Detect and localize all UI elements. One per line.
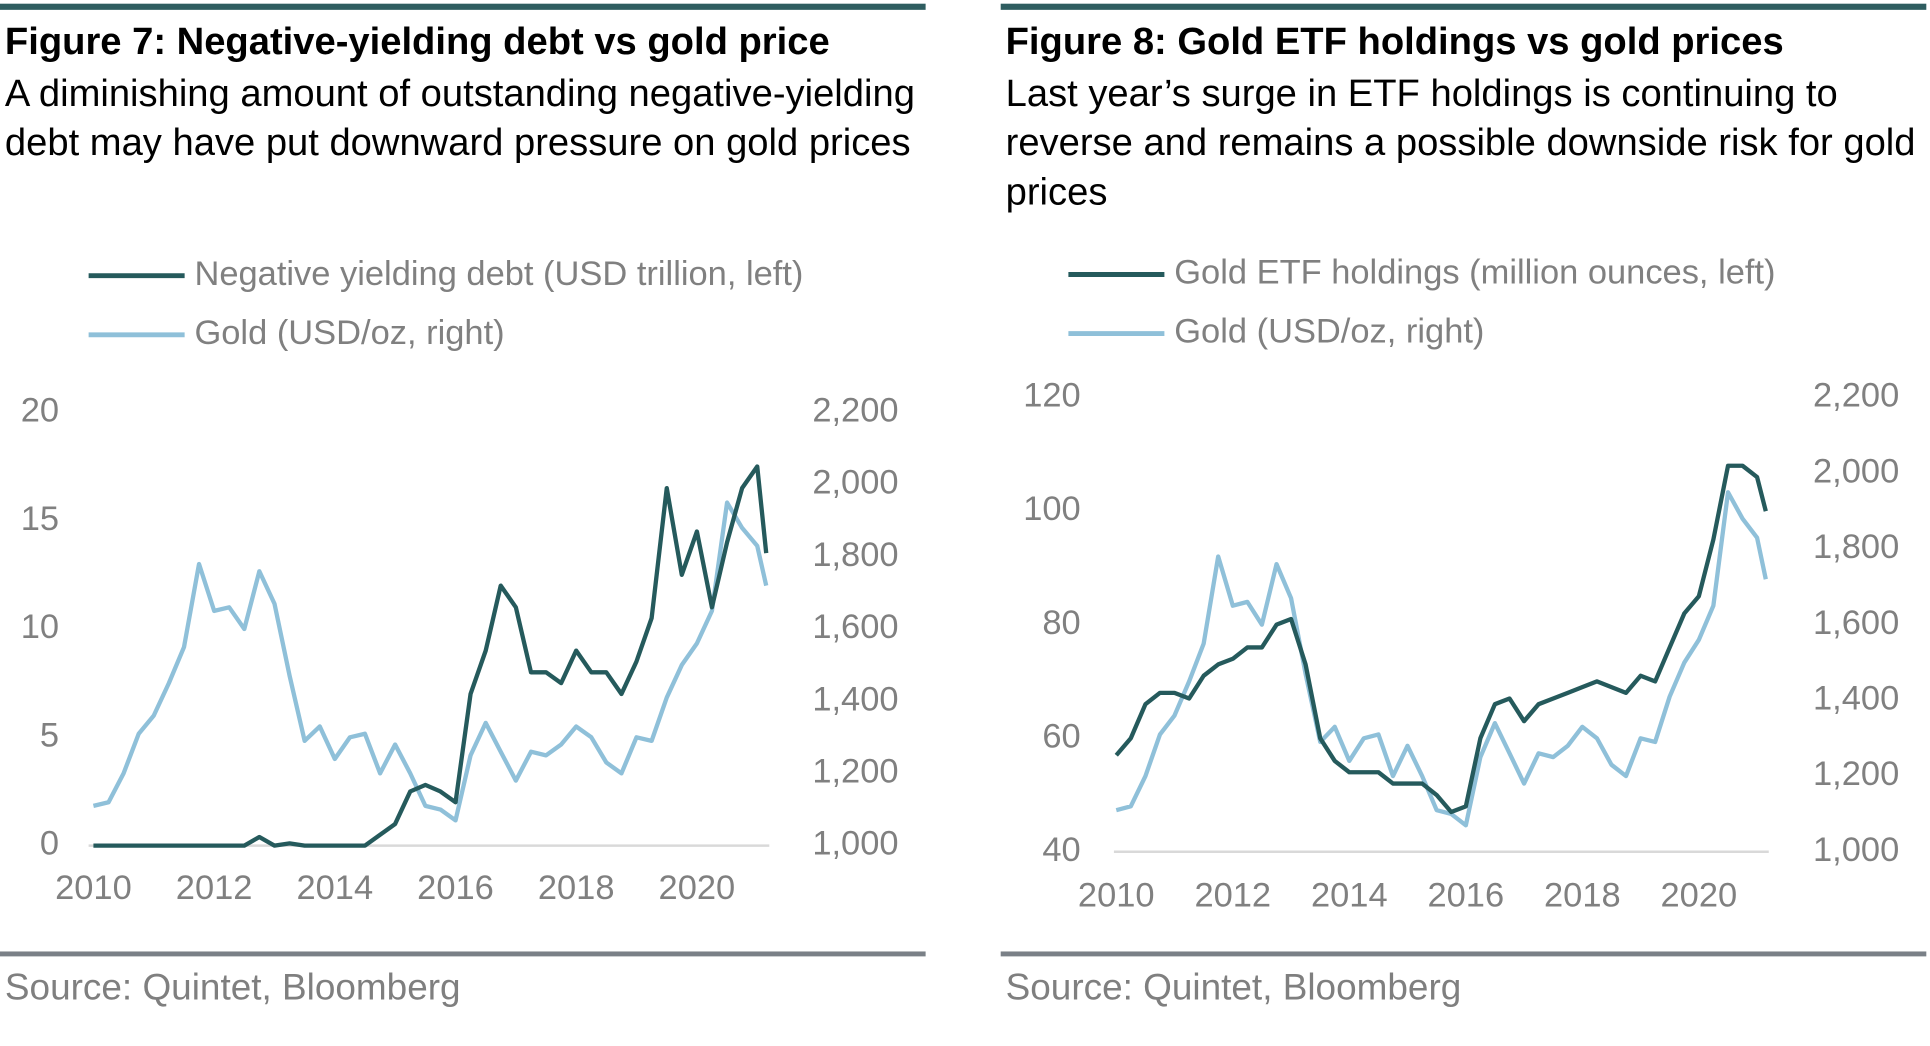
y-tick-label: 0 <box>40 825 59 863</box>
y2-tick-label: 1,800 <box>812 536 898 574</box>
y2-tick-label: 1,200 <box>1813 755 1899 793</box>
top-rule <box>0 3 926 10</box>
chart: 40 60 80 100 120 1,000 1,200 1,400 1,600 1,800 2,0… <box>1023 254 1899 915</box>
source-note: Source: Quintet, Bloomberg <box>1005 967 1462 1009</box>
x-tick-label: 2016 <box>1427 876 1504 914</box>
series-line <box>1115 490 1768 828</box>
y-tick-label: 80 <box>1042 604 1080 642</box>
y2-tick-label: 1,800 <box>1813 528 1899 566</box>
y2-tick-label: 1,600 <box>812 608 898 646</box>
top-rule <box>1000 3 1927 10</box>
y2-tick-label: 2,200 <box>812 391 898 429</box>
x-tick-label: 2014 <box>296 869 373 907</box>
y-tick-label: 120 <box>1023 377 1080 415</box>
x-tick-label: 2012 <box>176 869 253 907</box>
y2-tick-label: 2,000 <box>1813 452 1899 490</box>
y2-tick-label: 1,200 <box>812 753 898 791</box>
x-tick-label: 2018 <box>1544 876 1621 914</box>
x-tick-label: 2010 <box>1078 876 1155 914</box>
chart-title: Figure 8: Gold ETF holdings vs gold pric… <box>1005 19 1784 63</box>
bottom-rule <box>0 951 926 957</box>
y2-tick-label: 1,000 <box>1813 831 1899 869</box>
series-line <box>92 500 769 823</box>
x-tick-label: 2014 <box>1311 876 1388 914</box>
series-line <box>93 464 769 848</box>
y2-tick-label: 1,400 <box>1813 679 1899 717</box>
y2-tick-label: 1,600 <box>1813 604 1899 642</box>
legend-label: Gold (USD/oz, right) <box>194 314 504 352</box>
x-tick-label: 2010 <box>55 869 132 907</box>
chart: 0 5 10 15 20 1,000 1,200 1,400 1,600 1,800 2,000 2,… <box>21 255 899 907</box>
legend-label: Gold ETF holdings (million ounces, left) <box>1174 254 1775 292</box>
chart-subtitle: A diminishing amount of outstanding nega… <box>4 71 915 164</box>
panel: Figure 7: Negative-yielding debt vs gold… <box>0 0 926 1046</box>
x-tick-label: 2020 <box>659 869 736 907</box>
legend-label: Negative yielding debt (USD trillion, le… <box>194 255 803 293</box>
legend-label: Gold (USD/oz, right) <box>1174 313 1484 351</box>
chart-subtitle: Last year’s surge in ETF holdings is con… <box>1005 71 1916 213</box>
y-tick-label: 15 <box>21 500 59 538</box>
y-tick-label: 60 <box>1042 717 1080 755</box>
y2-tick-label: 2,200 <box>1813 377 1899 415</box>
y-tick-label: 5 <box>40 716 59 754</box>
panel: Figure 8: Gold ETF holdings vs gold pric… <box>1000 0 1927 1046</box>
x-tick-label: 2020 <box>1661 876 1738 914</box>
y-tick-label: 40 <box>1042 831 1080 869</box>
y-tick-label: 10 <box>21 608 59 646</box>
x-tick-label: 2012 <box>1194 876 1271 914</box>
source-note: Source: Quintet, Bloomberg <box>4 967 461 1009</box>
chart-title: Figure 7: Negative-yielding debt vs gold… <box>4 19 830 63</box>
y-tick-label: 20 <box>21 391 59 429</box>
y2-tick-label: 1,400 <box>812 680 898 718</box>
y2-tick-label: 2,000 <box>812 464 898 502</box>
bottom-rule <box>1000 951 1927 957</box>
series-line <box>1114 463 1768 815</box>
x-tick-label: 2016 <box>417 869 494 907</box>
y2-tick-label: 1,000 <box>812 825 898 863</box>
x-tick-label: 2018 <box>538 869 615 907</box>
y-tick-label: 100 <box>1023 490 1080 528</box>
